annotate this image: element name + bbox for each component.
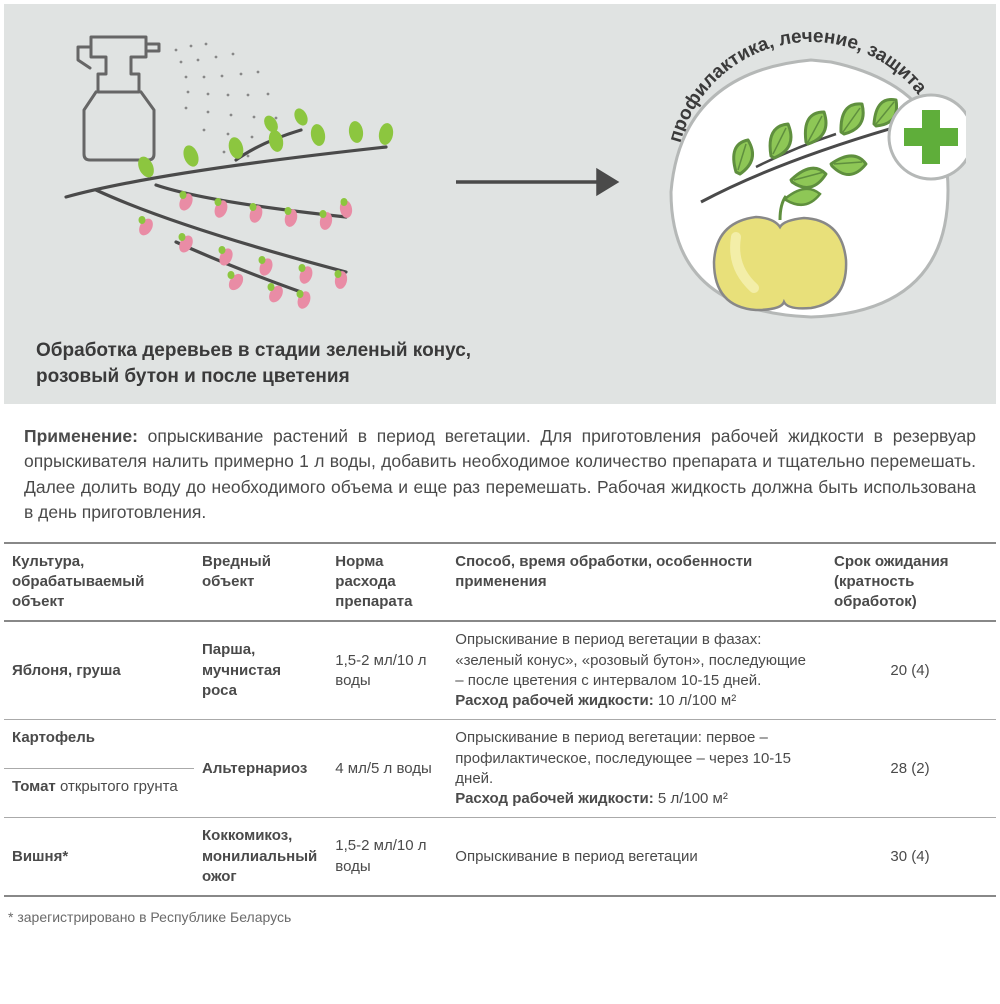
spray-droplets [175, 43, 278, 158]
application-text: Применение: опрыскивание растений в пери… [0, 404, 1000, 536]
result-badge: профилактика, лечение, защита [665, 32, 966, 317]
table-row: Яблоня, грушаПарша, мучнистая роса1,5-2 … [4, 621, 996, 720]
col-culture: Культура, обрабатываемый объект [4, 543, 194, 622]
footnote: * зарегистрировано в Республике Беларусь [0, 897, 1000, 925]
col-method: Способ, время обработки, особенности при… [447, 543, 826, 622]
col-dose: Норма расхода препарата [327, 543, 447, 622]
col-wait: Срок ожидания (кратность обработок) [826, 543, 996, 622]
hero-illustration: профилактика, лечение, защита [36, 32, 966, 332]
hero-caption: Обработка деревьев в стадии зеленый кону… [36, 338, 964, 389]
plus-icon [889, 95, 966, 179]
spray-bottle-icon [78, 37, 159, 160]
table-row: Вишня*Коккомикоз, монилиальный ожог1,5-2… [4, 818, 996, 896]
arrow-icon [456, 171, 616, 193]
table-header-row: Культура, обрабатываемый объект Вредный … [4, 543, 996, 622]
dosage-table: Культура, обрабатываемый объект Вредный … [4, 542, 996, 898]
col-pest: Вредный объект [194, 543, 327, 622]
table-row: КартофельАльтернариоз4 мл/5 л водыОпрыск… [4, 720, 996, 769]
hero-panel: профилактика, лечение, защита [4, 4, 996, 404]
branches-buds [66, 106, 395, 310]
